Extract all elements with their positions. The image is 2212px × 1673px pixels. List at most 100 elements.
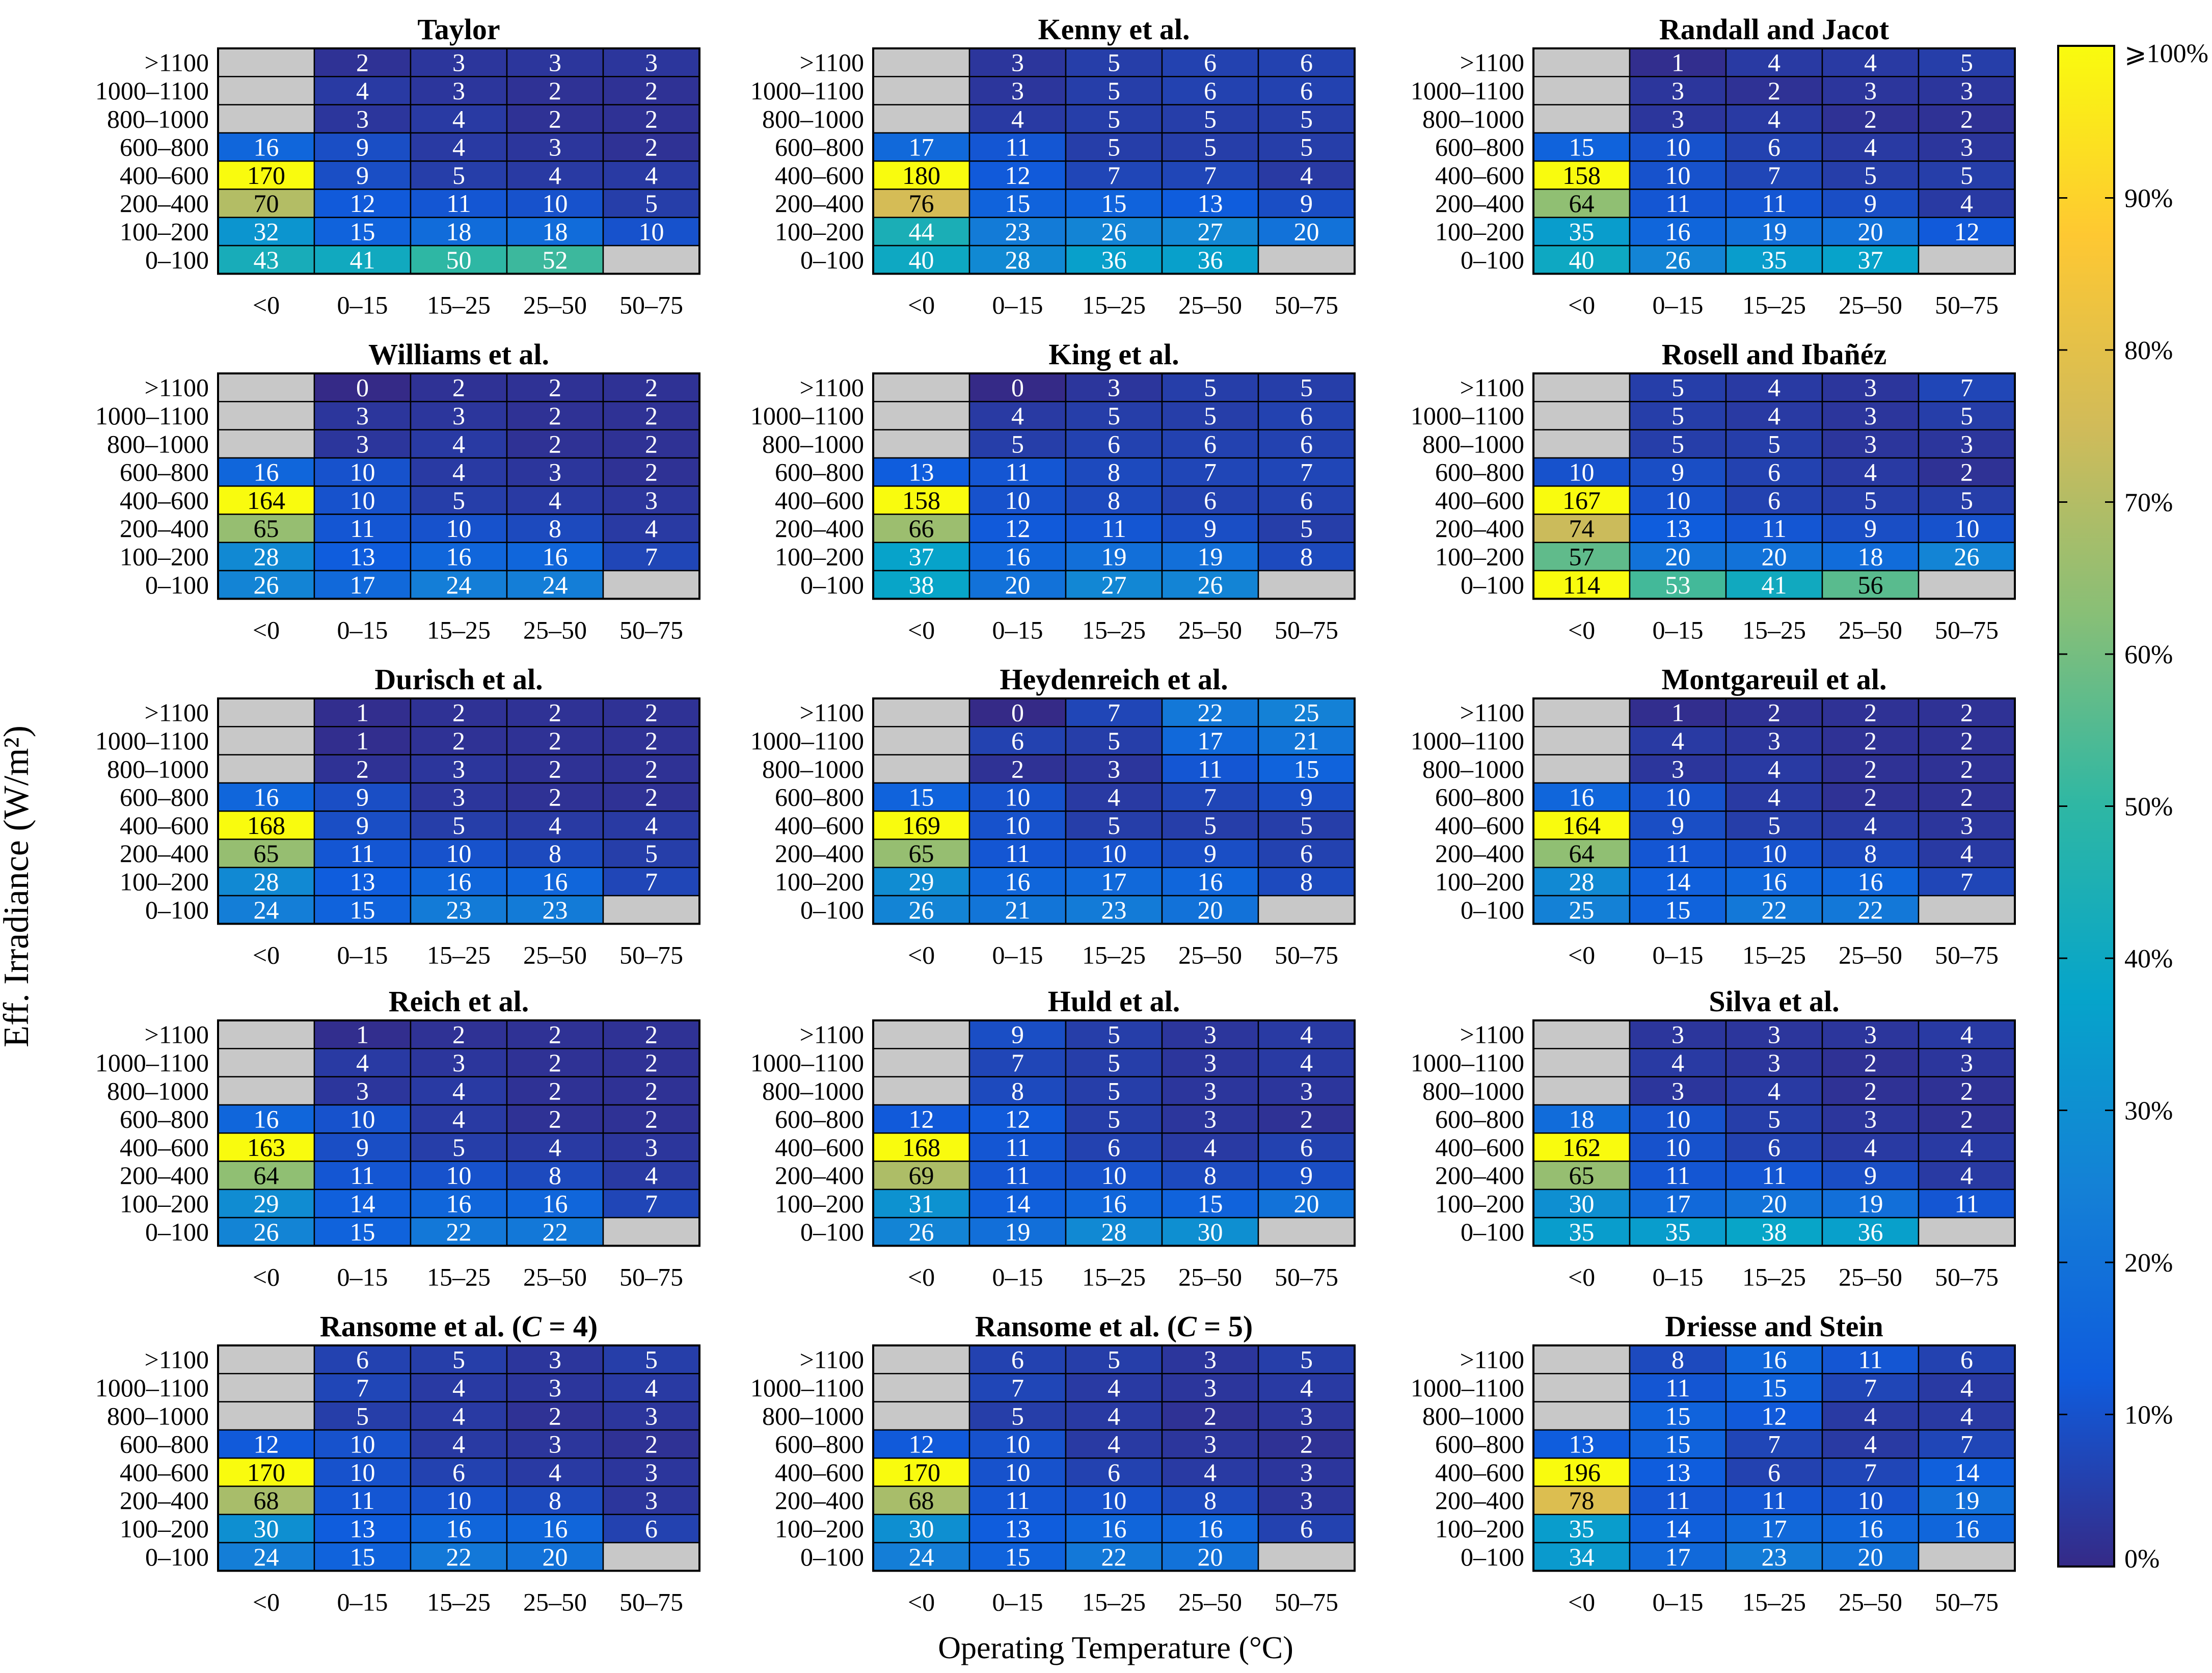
cell-value-label: 2 (1864, 783, 1877, 812)
y-tick-label: >1100 (145, 373, 209, 402)
cell-value-label: 17 (1198, 726, 1223, 755)
cell-value-label: 2 (1011, 754, 1024, 783)
y-tick-label: 800–1000 (107, 104, 209, 133)
cell-value-label: 7 (1960, 1430, 1973, 1459)
heatmap-cell (1821, 542, 1920, 572)
cell-value-label: 3 (1864, 373, 1877, 402)
heatmap-cell (217, 372, 315, 402)
x-tick-label: 25–50 (523, 1262, 587, 1291)
panel-frame (1532, 1344, 2016, 1572)
heatmap-cell (410, 1019, 508, 1049)
cell-value-label: 2 (549, 429, 561, 458)
heatmap-cell (1725, 1189, 1823, 1219)
cell-value-label: 37 (1858, 246, 1883, 274)
cell-value-label: 10 (1101, 1486, 1127, 1515)
x-tick-label: 50–75 (1275, 615, 1338, 644)
cell-value-label: 4 (1960, 1161, 1973, 1190)
cell-value-label: 16 (1762, 867, 1787, 896)
cell-value-label: 4 (452, 1076, 465, 1105)
x-tick-label: 0–15 (992, 1587, 1043, 1616)
cell-value-label: 4 (1768, 48, 1781, 77)
cell-value-label: 3 (1671, 104, 1684, 133)
heatmap-cell (1725, 810, 1823, 840)
cell-value-label: 14 (1954, 1458, 1980, 1487)
y-tick-label: 100–200 (775, 542, 864, 571)
x-tick-label: 15–25 (1082, 615, 1146, 644)
heatmap-cell (1161, 1401, 1259, 1431)
cell-value-label: 65 (254, 514, 279, 543)
x-tick-label: 0–15 (992, 940, 1043, 969)
cell-value-label: 30 (1198, 1218, 1223, 1246)
cell-value-label: 7 (1864, 1373, 1877, 1402)
heatmap-cell (1725, 1486, 1823, 1516)
y-tick-label: 1000–1100 (1411, 1373, 1524, 1402)
heatmap-cell (872, 76, 970, 105)
y-tick-label: 1000–1100 (1411, 401, 1524, 430)
heatmap-cell (1629, 867, 1727, 897)
cell-value-label: 1 (1671, 48, 1684, 77)
panel-title-text: Ransome et al. ( (320, 1310, 522, 1343)
cell-value-label: 4 (1108, 1373, 1120, 1402)
heatmap-cell (1257, 217, 1356, 247)
panel-title: Driesse and Stein (1665, 1310, 1883, 1343)
cell-value-label: 19 (1762, 217, 1787, 246)
heatmap-cell (602, 1429, 700, 1459)
heatmap-cell (1161, 160, 1259, 190)
cell-value-label: 4 (549, 1458, 561, 1487)
heatmap-cell (1532, 1161, 1631, 1191)
x-tick-label: 15–25 (427, 1262, 491, 1291)
panel-title: Huld et al. (1048, 985, 1180, 1018)
x-tick-label: 15–25 (427, 290, 491, 319)
cell-value-label: 16 (254, 458, 279, 487)
y-tick-label: >1100 (800, 373, 864, 402)
heatmap-cell (410, 76, 508, 105)
cell-value-label: 16 (1005, 867, 1031, 896)
heatmap-cell (1629, 726, 1727, 755)
heatmap-cell (872, 1401, 970, 1431)
cell-value-label: 10 (1101, 839, 1127, 868)
cell-value-label: 4 (1011, 401, 1024, 430)
heatmap-cell (1065, 570, 1163, 600)
y-tick-label: 1000–1100 (750, 1048, 864, 1077)
cell-value-label: 15 (1665, 1430, 1691, 1459)
cell-value-label: 6 (1960, 1345, 1973, 1374)
cell-value-label: 15 (1005, 1543, 1031, 1571)
cell-value-label: 2 (1864, 1076, 1877, 1105)
cell-value-label: 5 (1671, 401, 1684, 430)
y-tick-label: 1000–1100 (95, 726, 209, 755)
cell-value-label: 2 (645, 401, 658, 430)
heatmap-cell (1065, 1132, 1163, 1162)
cell-value-label: 41 (350, 246, 375, 274)
colorbar-tick-label: 70% (2124, 489, 2173, 518)
cell-value-label: 5 (1300, 104, 1313, 133)
y-tick-label: 100–200 (120, 542, 209, 571)
cell-value-label: 2 (1768, 76, 1781, 105)
x-tick-label: 0–15 (337, 1262, 388, 1291)
cell-value-label: 10 (543, 189, 568, 218)
cell-value-label: 15 (350, 1218, 375, 1246)
y-tick-label: 0–100 (1461, 571, 1524, 599)
heatmap-cell (872, 867, 970, 897)
x-tick-label: 15–25 (1742, 940, 1806, 969)
cell-value-label: 36 (1858, 1218, 1883, 1246)
heatmap-cell (313, 1401, 412, 1431)
y-axis-label: Eff. Irradiance (W/m²) (0, 725, 36, 1047)
heatmap-cell (506, 1048, 604, 1077)
cell-value-label: 11 (1005, 839, 1030, 868)
cell-value-label: 9 (356, 161, 369, 190)
cell-value-label: 1 (1671, 698, 1684, 727)
x-tick-label: 15–25 (427, 1587, 491, 1616)
cell-value-label: 10 (1954, 514, 1980, 543)
heatmap-cell (1629, 1542, 1727, 1572)
x-tick-label: 50–75 (1935, 1262, 1999, 1291)
heatmap-cell (410, 372, 508, 402)
y-tick-label: 100–200 (775, 1189, 864, 1218)
heatmap-cell (968, 1217, 1067, 1247)
cell-value-label: 18 (543, 217, 568, 246)
heatmap-cell (1532, 514, 1631, 544)
cell-value-label: 10 (1665, 1133, 1691, 1162)
cell-value-label: 2 (1960, 726, 1973, 755)
heatmap-cell (1161, 810, 1259, 840)
x-tick-label: 50–75 (619, 940, 683, 969)
cell-value-label: 11 (1665, 189, 1690, 218)
